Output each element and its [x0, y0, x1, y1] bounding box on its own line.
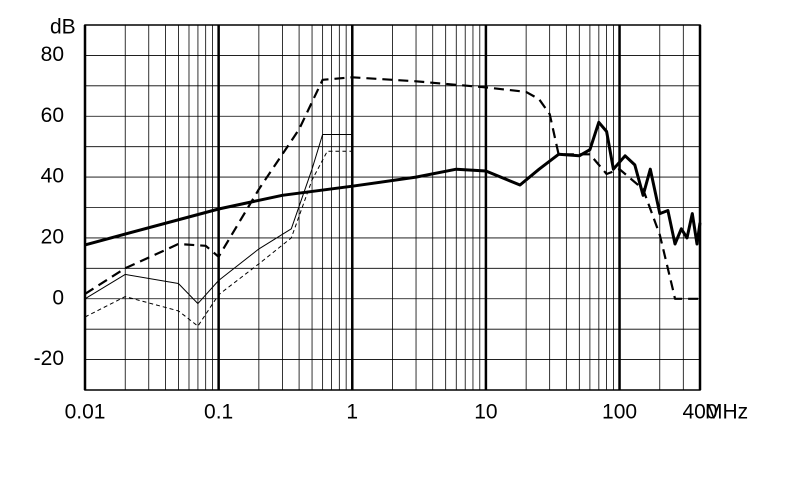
y-tick-label: 0	[52, 286, 64, 309]
y-tick-label: 20	[41, 225, 64, 248]
x-axis-label: MHz	[705, 401, 748, 424]
x-tick-label: 100	[602, 401, 637, 424]
x-tick-label: 1	[346, 401, 358, 424]
series-line	[84, 76, 700, 300]
y-tick-label: 40	[41, 165, 64, 188]
plot-frame	[84, 24, 701, 391]
x-tick-label: 0.01	[65, 401, 106, 424]
x-tick-label: 10	[474, 401, 497, 424]
y-tick-label: 80	[41, 43, 64, 66]
x-tick-label: 0.1	[204, 401, 233, 424]
series-line	[84, 150, 353, 327]
series-line	[84, 134, 353, 305]
y-tick-label: -20	[34, 347, 64, 370]
x-tick-label: 400	[682, 401, 717, 424]
y-tick-label: 60	[41, 104, 64, 127]
series-line	[84, 120, 702, 247]
y-axis-label: dB	[50, 16, 76, 39]
